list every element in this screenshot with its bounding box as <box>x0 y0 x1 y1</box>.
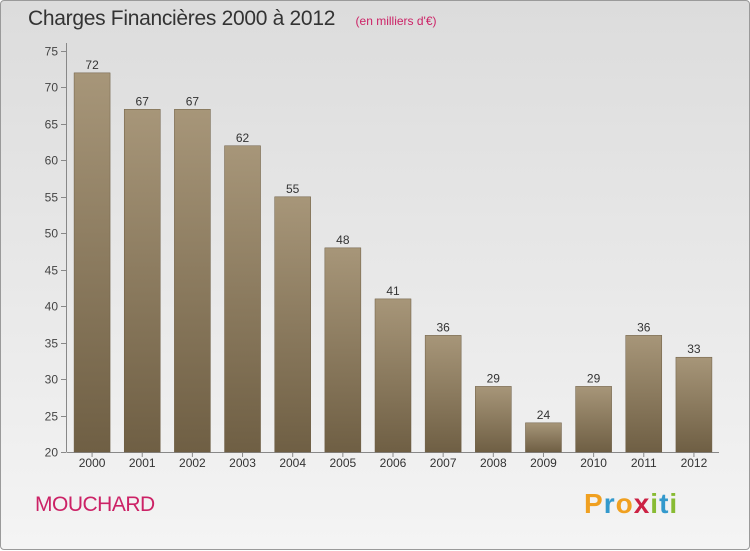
y-tick-label: 45 <box>45 264 59 278</box>
logo-letter: P <box>584 488 604 519</box>
y-tick-label: 20 <box>45 446 59 460</box>
chart-axes <box>61 43 719 457</box>
bar <box>424 335 462 453</box>
bar <box>174 109 211 453</box>
y-tick-label: 40 <box>45 300 59 314</box>
bar-value-label: 67 <box>186 94 200 108</box>
bar <box>274 196 311 453</box>
y-tick-label: 50 <box>45 227 59 241</box>
x-tick-label: 2005 <box>329 456 356 470</box>
chart-title: Charges Financières 2000 à 2012 <box>28 7 336 30</box>
y-tick-label: 35 <box>45 337 59 351</box>
bar-value-label: 72 <box>85 58 99 72</box>
logo-letter: i <box>650 488 660 519</box>
bar <box>525 422 562 453</box>
x-tick-label: 2010 <box>580 456 607 470</box>
bar <box>374 298 412 453</box>
x-tick-label: 2002 <box>179 456 206 470</box>
bar <box>575 386 612 453</box>
y-tick-label: 75 <box>45 45 59 59</box>
x-tick-label: 2011 <box>631 456 657 470</box>
bar-value-label: 29 <box>487 371 501 385</box>
place-name: MOUCHARD <box>35 493 155 516</box>
bar <box>675 356 713 453</box>
title-row: Charges Financières 2000 à 2012 (en mill… <box>28 7 437 31</box>
y-tick-label: 25 <box>45 410 59 424</box>
bar <box>224 145 261 453</box>
bar <box>475 386 512 453</box>
y-tick-label: 30 <box>45 373 59 387</box>
bar-value-label: 41 <box>386 284 400 298</box>
bar <box>625 335 663 453</box>
bar <box>73 72 111 453</box>
bar <box>324 247 362 453</box>
bar-value-label: 67 <box>136 94 150 108</box>
bar-value-label: 29 <box>587 371 601 385</box>
bar-value-label: 55 <box>286 182 300 196</box>
x-tick-label: 2003 <box>229 456 256 470</box>
logo-letter: x <box>633 488 651 519</box>
x-tick-label: 2000 <box>79 456 106 470</box>
x-tick-label: 2012 <box>681 456 708 470</box>
y-tick-label: 60 <box>45 154 59 168</box>
y-tick-label: 55 <box>45 191 59 205</box>
bar-value-label: 33 <box>687 342 701 356</box>
bar-value-label: 48 <box>336 233 350 247</box>
bar-value-label: 36 <box>637 320 651 334</box>
chart-subtitle: (en milliers d'€) <box>355 14 437 28</box>
y-tick-label: 65 <box>45 118 59 132</box>
x-tick-label: 2007 <box>430 456 457 470</box>
chart-bars <box>73 72 713 453</box>
bar-value-label: 36 <box>436 320 450 334</box>
x-tick-label: 2008 <box>480 456 507 470</box>
bar-value-label: 24 <box>537 408 551 422</box>
bar <box>123 109 161 453</box>
logo-letter: t <box>659 488 670 519</box>
x-tick-label: 2004 <box>279 456 306 470</box>
y-tick-label: 70 <box>45 81 59 95</box>
logo-letter: i <box>669 488 679 519</box>
chart-labels: 20 25 30 35 40 45 50 55 60 65 70 75 72 2000 67 2001 67 20… <box>45 45 708 471</box>
bar-value-label: 62 <box>236 131 250 145</box>
x-tick-label: 2009 <box>530 456 557 470</box>
logo-letter: o <box>615 488 634 519</box>
proxiti-logo[interactable]: Proxiti <box>584 488 678 520</box>
x-tick-label: 2001 <box>129 456 156 470</box>
logo-letter: r <box>603 488 616 519</box>
x-tick-label: 2006 <box>380 456 407 470</box>
